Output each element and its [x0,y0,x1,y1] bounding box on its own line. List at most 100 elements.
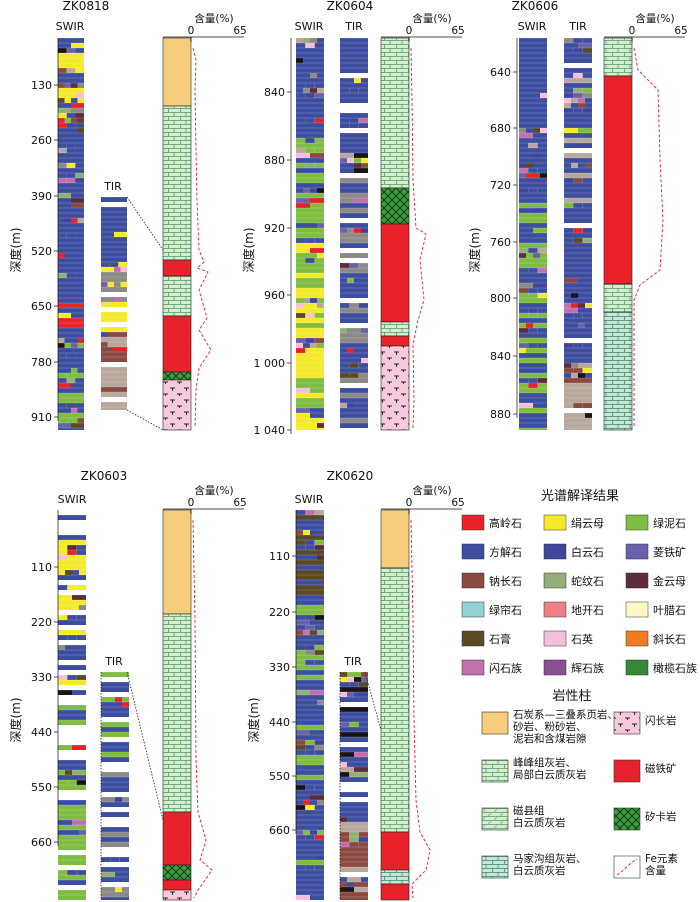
spectral-cell [519,343,529,348]
spectral-cell [340,388,368,393]
lith-segment [380,567,410,833]
spectral-cell [72,820,86,825]
spectral-cell [58,515,86,520]
spectral-cell [578,278,592,283]
spectral-cell [101,812,129,817]
spectral-cell [58,570,65,575]
spectral-cell [67,585,77,590]
spectral-cell [571,373,578,378]
legend-label: 绿帘石 [489,603,522,617]
spectral-cell [519,63,547,68]
spectral-cell [519,353,533,358]
spectral-cell [310,423,317,428]
spectral-cell [519,158,547,163]
spectral-cell [296,283,324,288]
legend-label: 菱铁矿 [653,546,686,559]
spectral-cell [564,143,578,148]
content-min: 0 [406,25,413,37]
spectral-cell [564,303,571,308]
spectral-cell [564,208,592,213]
spectral-cell [114,297,121,302]
spectral-cell [528,248,538,253]
spectral-cell [354,677,361,682]
spectral-cell [101,727,129,732]
lith-segment [162,259,192,277]
swir-column [58,37,84,430]
spectral-cell [114,247,127,252]
spectral-cell [340,847,368,852]
spectral-cell [296,615,306,620]
lith-segment [603,283,633,313]
spectral-cell [296,880,324,885]
spectral-cell [120,282,127,287]
spectral-cell [519,223,533,228]
spectral-cell [296,555,303,560]
spectral-cell [77,418,84,423]
spectral-cell [296,143,324,148]
spectral-cell [537,293,547,298]
spectral-cell [349,263,359,268]
spectral-cell [310,730,324,735]
spectral-cell [296,173,324,178]
spectral-cell [533,153,540,158]
spectral-cell [540,253,547,258]
legend-swatch [481,855,509,879]
spectral-cell [340,43,368,48]
spectral-cell [64,218,71,223]
spectral-cell [58,535,86,540]
lith-segment [603,75,633,285]
spectral-cell [58,338,65,343]
spectral-cell [296,228,324,233]
depth-tick-label: 440 [31,726,52,739]
spectral-cell [122,697,129,702]
spectral-cell [354,817,361,822]
lith-segment [380,831,410,871]
spectral-cell [347,278,354,283]
spectral-cell [115,897,129,900]
spectral-cell [66,373,76,378]
spectral-cell [582,48,592,53]
spectral-cell [296,690,310,695]
well-id: ZK0603 [81,469,128,483]
spectral-cell [578,323,585,328]
spectral-cell [296,725,324,730]
spectral-cell [101,772,129,777]
depth-axis-title: 深度(m) [246,697,261,742]
spectral-cell [340,288,368,293]
spectral-cell [317,630,324,635]
spectral-cell [314,545,324,550]
spectral-cell [354,877,361,882]
lith-segment [380,223,410,323]
spectral-cell [564,243,592,248]
spectral-cell [114,222,121,227]
spectral-cell [66,233,76,238]
spectral-cell [58,373,67,378]
spectral-cell [296,580,303,585]
spectral-cell [305,545,315,550]
legend-swatch [461,543,485,560]
spectral-cell [58,258,84,263]
legend-swatch [613,711,641,735]
spectral-cell [296,73,303,78]
legend-label: 闪石族 [489,661,522,675]
spectral-cell [533,418,547,423]
spectral-cell [519,318,547,323]
spectral-cell [533,223,547,228]
content-max: 65 [233,25,246,37]
spectral-cell [101,357,127,362]
spectral-cell [101,782,129,787]
spectral-cell [65,575,72,580]
legend-swatch [613,759,641,783]
spectral-cell [519,423,547,428]
spectral-cell [340,293,368,298]
spectral-cell [58,293,84,298]
spectral-cell [519,218,547,223]
spectral-cell [58,83,65,88]
spectral-cell [296,148,306,153]
spectral-cell [564,88,574,93]
spectral-cell [340,53,368,58]
spectral-cell [564,78,592,83]
content-axis-title: 含量(%) [412,12,451,25]
spectral-cell [340,677,347,682]
spectral-cell [101,317,127,322]
